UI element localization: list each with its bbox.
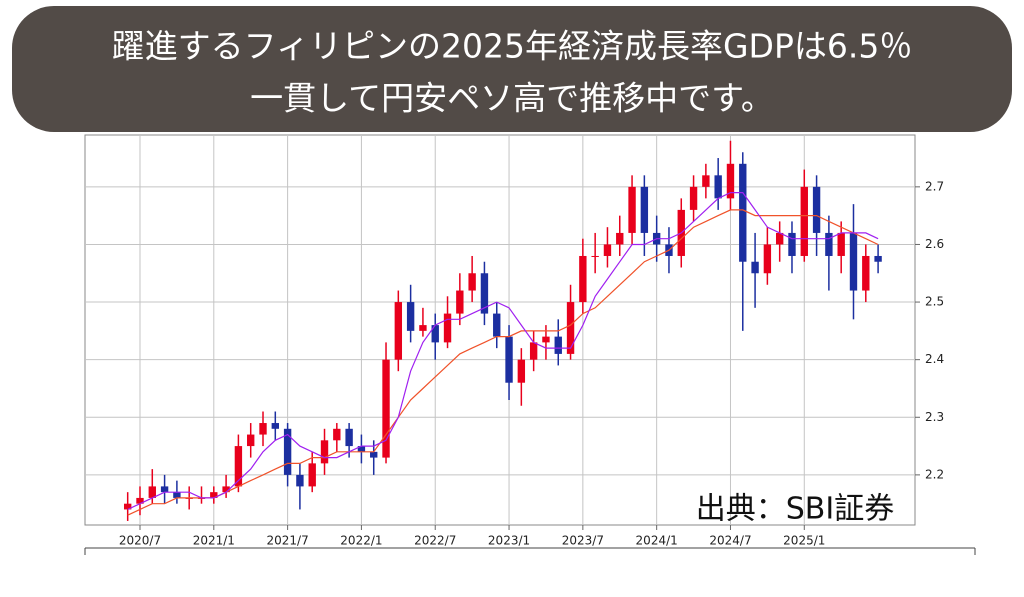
moving-average — [127, 209, 879, 516]
candle-body — [296, 474, 304, 487]
candle-body — [566, 302, 575, 354]
candle-body — [247, 434, 255, 447]
candle-body — [283, 428, 292, 475]
candle-body — [345, 428, 353, 447]
candle-body — [825, 232, 833, 256]
source-note: 出典：SBI証券 — [696, 492, 894, 527]
candle-body — [443, 313, 452, 343]
candle-body — [702, 175, 710, 187]
candle-body — [616, 232, 624, 245]
candle-body — [800, 186, 808, 256]
candle-body — [431, 325, 439, 343]
candle-body — [259, 423, 267, 435]
y-tick-label: 2.5 — [925, 295, 944, 309]
candle-body — [542, 336, 550, 343]
candle-body — [862, 255, 870, 291]
candle-body — [739, 163, 747, 262]
plot-area: 2.2 2.3 2.4 2.5 2.6 2.7 2020/7 2021/1 2021/7 2022… — [84, 134, 944, 548]
candle-body — [640, 186, 649, 233]
candle-body — [468, 273, 476, 291]
candle-body — [136, 497, 144, 504]
candle-body — [234, 446, 243, 487]
x-tick-label: 2024/1 — [636, 534, 678, 548]
candle-body — [210, 492, 218, 498]
x-tick-label: 2020/7 — [119, 534, 161, 548]
candle-body — [173, 492, 181, 498]
candle-body — [406, 302, 415, 331]
candle-body — [222, 486, 230, 493]
candle-body — [271, 423, 279, 429]
candle-body — [874, 255, 882, 262]
candle-body — [123, 503, 132, 510]
x-tick-label: 2022/1 — [340, 534, 382, 548]
candle-body — [370, 451, 378, 458]
candle-body — [591, 255, 599, 257]
candle-body — [788, 232, 796, 256]
candle-body — [603, 244, 612, 256]
x-tick-label: 2021/7 — [267, 534, 309, 548]
candle-body — [726, 163, 735, 199]
x-tick-label: 2025/1 — [783, 534, 825, 548]
x-tick-label: 2023/1 — [488, 534, 530, 548]
candle-body — [333, 428, 341, 441]
y-tick-label: 2.2 — [925, 467, 944, 481]
candle-body — [775, 232, 784, 245]
candle-body — [628, 186, 636, 233]
candle-body — [456, 290, 464, 314]
candle-body — [837, 232, 845, 256]
candle-body — [320, 440, 329, 464]
y-tick-label: 2.6 — [925, 237, 944, 251]
candle-body — [505, 336, 513, 383]
chart-subtitle: 一貫して円安ペソ高で推移中です。 — [250, 79, 774, 118]
candle-body — [554, 336, 562, 354]
candle-body — [160, 486, 169, 493]
x-tick-label: 2024/7 — [709, 534, 751, 548]
candle-body — [419, 325, 427, 331]
candle-body — [493, 313, 501, 337]
candle-body — [308, 463, 316, 487]
candle-body — [357, 446, 366, 452]
title-banner — [12, 6, 1012, 132]
y-tick-label: 2.4 — [925, 352, 944, 366]
candle-body — [849, 232, 858, 291]
y-tick-label: 2.7 — [925, 179, 944, 193]
y-tick-label: 2.3 — [925, 410, 944, 424]
candle-body — [480, 273, 489, 314]
candle-body — [394, 302, 403, 360]
candle-body — [689, 186, 698, 210]
candle-body — [148, 486, 156, 498]
x-tick-label: 2021/1 — [193, 534, 235, 548]
candle-body — [812, 186, 821, 233]
candle-body — [382, 359, 390, 458]
candle-body — [763, 244, 772, 274]
candle-body — [751, 261, 759, 274]
moving-average — [127, 192, 879, 510]
candle-body — [579, 255, 587, 303]
candle-body — [517, 359, 526, 383]
candle-body — [714, 175, 722, 199]
chart-title: 躍進するフィリピンの2025年経済成長率GDPは6.5％ — [112, 27, 913, 66]
x-tick-label: 2023/7 — [562, 534, 604, 548]
candle-body — [529, 342, 538, 360]
x-tick-label: 2022/7 — [414, 534, 456, 548]
